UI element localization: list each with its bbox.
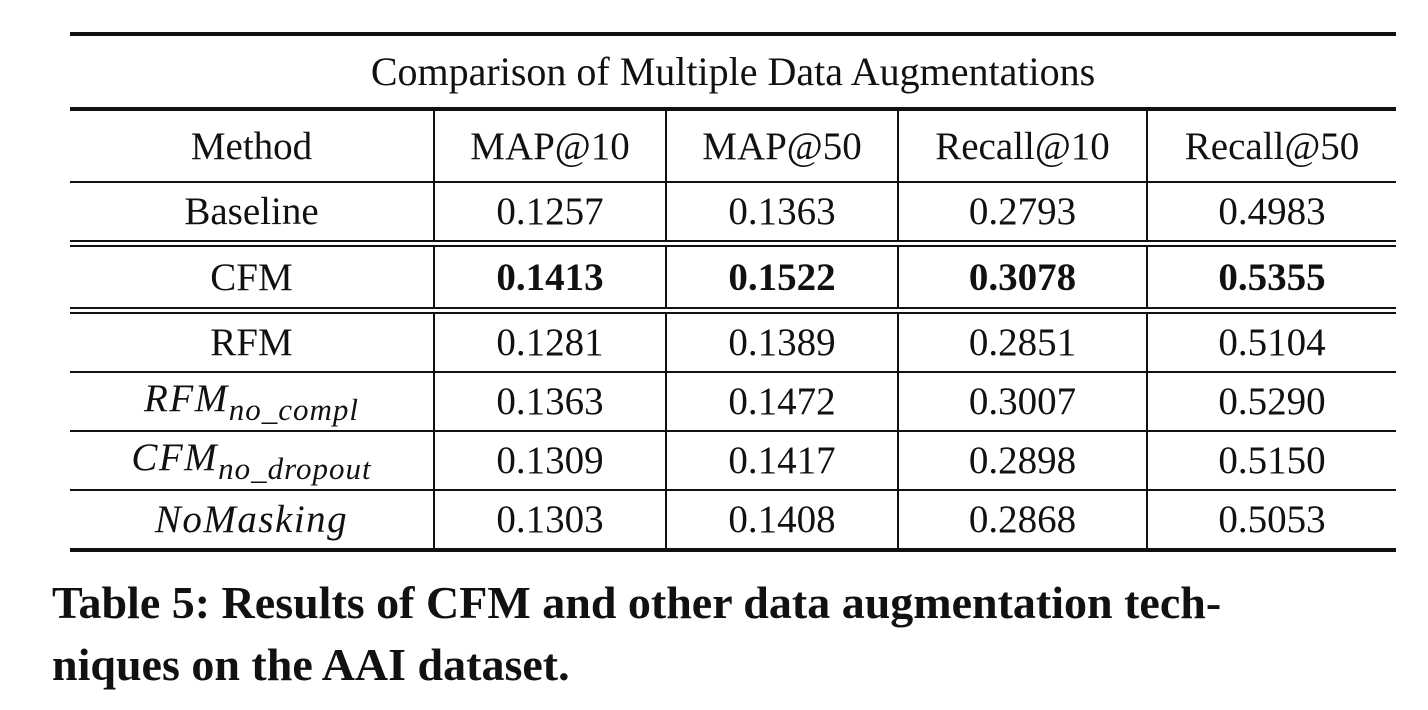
table-row-rfm-no-compl: RFMno_compl 0.1363 0.1472 0.3007 0.5290: [70, 372, 1397, 432]
caption-line-1: Table 5: Results of CFM and other data a…: [52, 577, 1222, 628]
header-map10: MAP@10: [433, 109, 666, 183]
value-cell: 0.2868: [897, 490, 1147, 550]
value-cell: 0.1281: [433, 307, 666, 373]
value-cell: 0.4983: [1145, 182, 1397, 245]
method-cell: RFMno_compl: [70, 372, 434, 432]
table-row-rfm: RFM 0.1281 0.1389 0.2851 0.5104: [70, 307, 1397, 373]
header-recall10: Recall@10: [897, 109, 1147, 183]
table-row-cfm: CFM 0.1413 0.1522 0.3078 0.5355: [70, 240, 1397, 312]
value-cell: 0.2793: [897, 182, 1147, 245]
method-subscript: no_dropout: [218, 450, 372, 486]
method-cell: NoMasking: [154, 498, 349, 541]
header-map50: MAP@50: [665, 109, 898, 183]
value-cell: 0.2851: [897, 307, 1147, 373]
value-cell: 0.1309: [433, 431, 666, 491]
value-cell-best: 0.1522: [665, 240, 898, 312]
caption-line-2: niques on the AAI dataset.: [52, 639, 570, 690]
table-row-nomasking: NoMasking 0.1303 0.1408 0.2868 0.5053: [70, 490, 1397, 550]
value-cell-best: 0.3078: [897, 240, 1147, 312]
table-title-row: Comparison of Multiple Data Augmentation…: [70, 34, 1397, 111]
value-cell: 0.1363: [433, 372, 666, 432]
table-row-baseline: Baseline 0.1257 0.1363 0.2793 0.4983: [70, 182, 1397, 245]
results-table: Comparison of Multiple Data Augmentation…: [70, 32, 1397, 552]
value-cell: 0.1363: [665, 182, 898, 245]
method-cell: RFM: [70, 307, 434, 373]
method-cell: Baseline: [70, 182, 434, 245]
value-cell: 0.1389: [665, 307, 898, 373]
method-cell: CFM: [70, 240, 434, 312]
value-cell-best: 0.5355: [1145, 240, 1397, 312]
table-title: Comparison of Multiple Data Augmentation…: [70, 34, 1397, 111]
method-main: CFM: [131, 435, 219, 479]
value-cell: 0.1303: [433, 490, 666, 550]
value-cell: 0.5104: [1145, 307, 1397, 373]
value-cell: 0.1417: [665, 431, 898, 491]
value-cell: 0.3007: [897, 372, 1147, 432]
method-cell: CFMno_dropout: [70, 431, 434, 491]
header-method: Method: [70, 109, 434, 183]
value-cell: 0.5290: [1145, 372, 1397, 432]
value-cell-best: 0.1413: [433, 240, 666, 312]
header-row: Method MAP@10 MAP@50 Recall@10 Recall@50: [70, 109, 1397, 183]
method-subscript: no_compl: [228, 391, 359, 427]
value-cell: 0.1472: [665, 372, 898, 432]
value-cell: 0.1408: [665, 490, 898, 550]
table-caption: Table 5: Results of CFM and other data a…: [52, 572, 1424, 696]
value-cell: 0.2898: [897, 431, 1147, 491]
header-recall50: Recall@50: [1145, 109, 1397, 183]
value-cell: 0.1257: [433, 182, 666, 245]
value-cell: 0.5053: [1145, 490, 1397, 550]
value-cell: 0.5150: [1145, 431, 1397, 491]
method-main: RFM: [144, 376, 229, 420]
table-row-cfm-no-dropout: CFMno_dropout 0.1309 0.1417 0.2898 0.515…: [70, 431, 1397, 491]
